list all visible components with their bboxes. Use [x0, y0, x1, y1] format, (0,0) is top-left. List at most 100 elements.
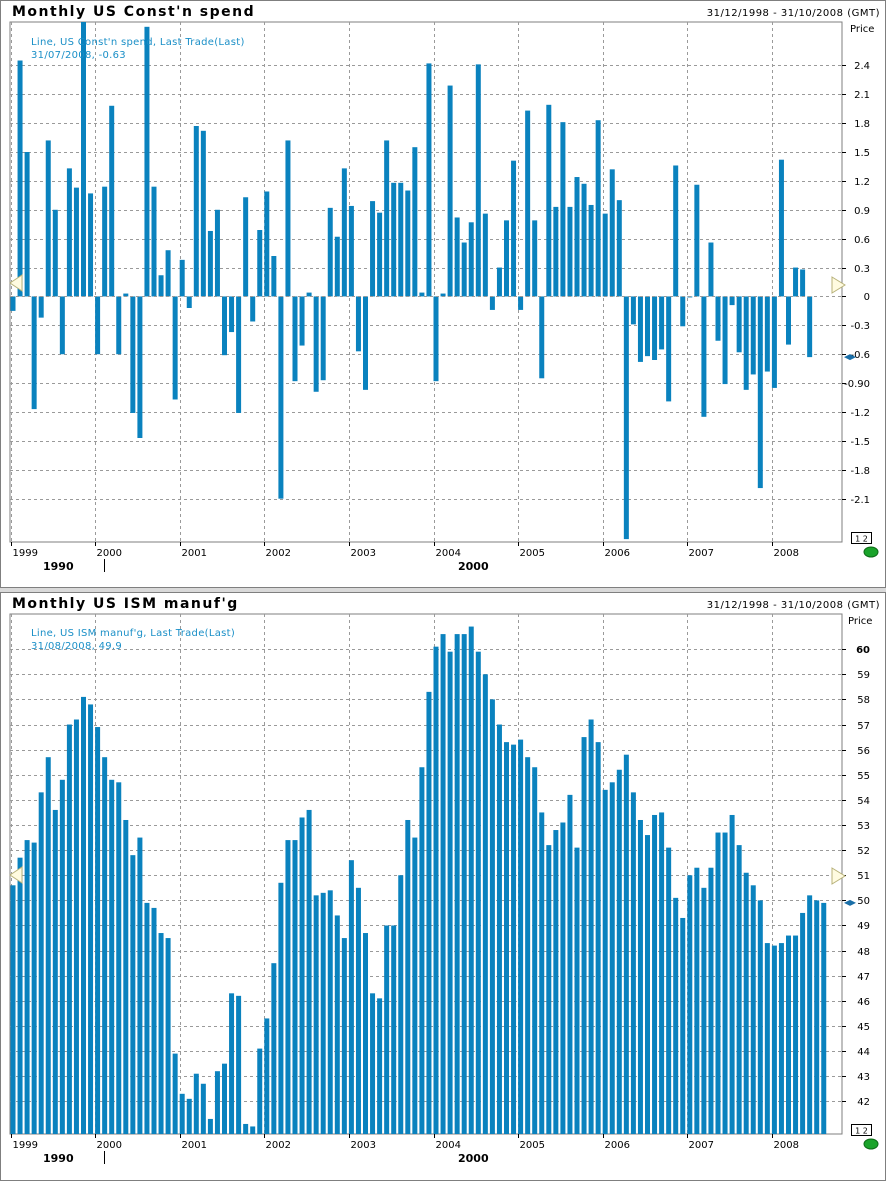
bar	[271, 963, 277, 1134]
bar	[786, 296, 791, 345]
bar	[482, 674, 488, 1134]
bar	[743, 872, 749, 1134]
legend-series-line: Line, US Const'n spend, Last Trade(Last)	[31, 37, 245, 48]
bar	[88, 193, 94, 297]
x-tick-label: 2006	[605, 548, 630, 559]
x-tick-label: 1999	[13, 1140, 38, 1151]
y-tick-label: 60	[856, 645, 870, 656]
bar	[405, 819, 411, 1134]
bar	[66, 168, 72, 297]
y-tick-label: -1.8	[850, 466, 870, 477]
bar	[370, 993, 376, 1134]
bar	[588, 719, 594, 1134]
x-tick-label: 2005	[520, 548, 545, 559]
bar	[447, 651, 453, 1134]
bar	[736, 845, 742, 1134]
bar	[553, 830, 559, 1134]
y-tick-label: 47	[857, 972, 870, 983]
bar	[186, 296, 192, 308]
y-tick-label: 1.5	[854, 148, 870, 159]
bar	[694, 867, 700, 1134]
bar	[426, 63, 432, 297]
bar	[243, 197, 249, 297]
scale-badge-label: 1 2	[855, 535, 868, 544]
bar	[581, 183, 587, 297]
bar	[109, 105, 115, 297]
bar	[391, 182, 397, 297]
bar	[257, 1048, 263, 1134]
bar	[52, 209, 58, 297]
bar	[66, 724, 72, 1134]
bar	[229, 296, 235, 333]
bar	[341, 938, 347, 1134]
bar	[518, 739, 524, 1134]
bar	[581, 737, 587, 1134]
legend-series-line: Line, US ISM manuf'g, Last Trade(Last)	[31, 628, 236, 639]
y-tick-label: 58	[857, 695, 870, 706]
bar	[447, 85, 453, 297]
x-tick-label: 2003	[351, 1140, 376, 1151]
bar	[708, 242, 714, 297]
bar	[511, 744, 517, 1134]
bar	[475, 651, 481, 1134]
bar	[616, 769, 622, 1134]
y-tick-label: 45	[857, 1022, 870, 1033]
x-tick-label: 2008	[774, 548, 799, 559]
bar	[729, 814, 735, 1134]
era-label: 1990	[43, 1152, 74, 1165]
bar	[327, 207, 333, 297]
bar	[31, 842, 37, 1134]
bar	[363, 933, 368, 1134]
bar	[17, 60, 23, 297]
bar	[355, 887, 361, 1134]
bar	[348, 860, 354, 1134]
bar	[701, 296, 707, 417]
bar	[398, 875, 404, 1134]
bar	[553, 206, 559, 297]
x-tick-label: 2004	[436, 1140, 461, 1151]
bar	[151, 186, 157, 297]
y-tick-label: 54	[857, 796, 870, 807]
bar	[652, 296, 658, 360]
bar	[45, 140, 51, 297]
bar	[214, 209, 220, 297]
bar	[525, 757, 531, 1134]
last-value-marker	[844, 354, 856, 361]
bar	[475, 64, 481, 297]
bar	[602, 789, 608, 1134]
y-tick-label: 42	[857, 1097, 870, 1108]
scale-badge	[851, 532, 872, 544]
status-lamp-icon	[863, 1138, 879, 1150]
bar	[363, 296, 368, 390]
bar	[313, 296, 319, 392]
y-tick-label: 50	[857, 896, 870, 907]
bar	[222, 1063, 227, 1134]
bar	[574, 847, 580, 1134]
bar	[45, 757, 51, 1134]
x-tick-label: 2002	[266, 548, 291, 559]
bar	[398, 182, 404, 297]
bar	[637, 819, 643, 1134]
bar	[793, 935, 799, 1134]
bar	[504, 742, 509, 1134]
bar	[348, 205, 354, 297]
legend-last-value: 31/08/2008, 49.9	[31, 641, 123, 652]
bar	[419, 767, 425, 1134]
plot-area	[9, 21, 843, 543]
y-tick-label: 51	[857, 871, 870, 882]
bar	[250, 296, 256, 322]
era-label: 2000	[458, 1152, 489, 1165]
bar	[645, 835, 650, 1134]
bar	[539, 296, 545, 379]
bar	[602, 213, 608, 297]
bar	[165, 250, 171, 297]
x-tick-label: 2002	[266, 1140, 291, 1151]
bar	[525, 110, 531, 297]
y-tick-label: 59	[857, 670, 870, 681]
bar	[454, 634, 460, 1134]
bar	[95, 727, 101, 1134]
bar	[250, 1126, 256, 1134]
bar	[278, 882, 284, 1134]
bar	[736, 296, 742, 353]
legend: Line, US ISM manuf'g, Last Trade(Last) 3…	[31, 627, 235, 653]
